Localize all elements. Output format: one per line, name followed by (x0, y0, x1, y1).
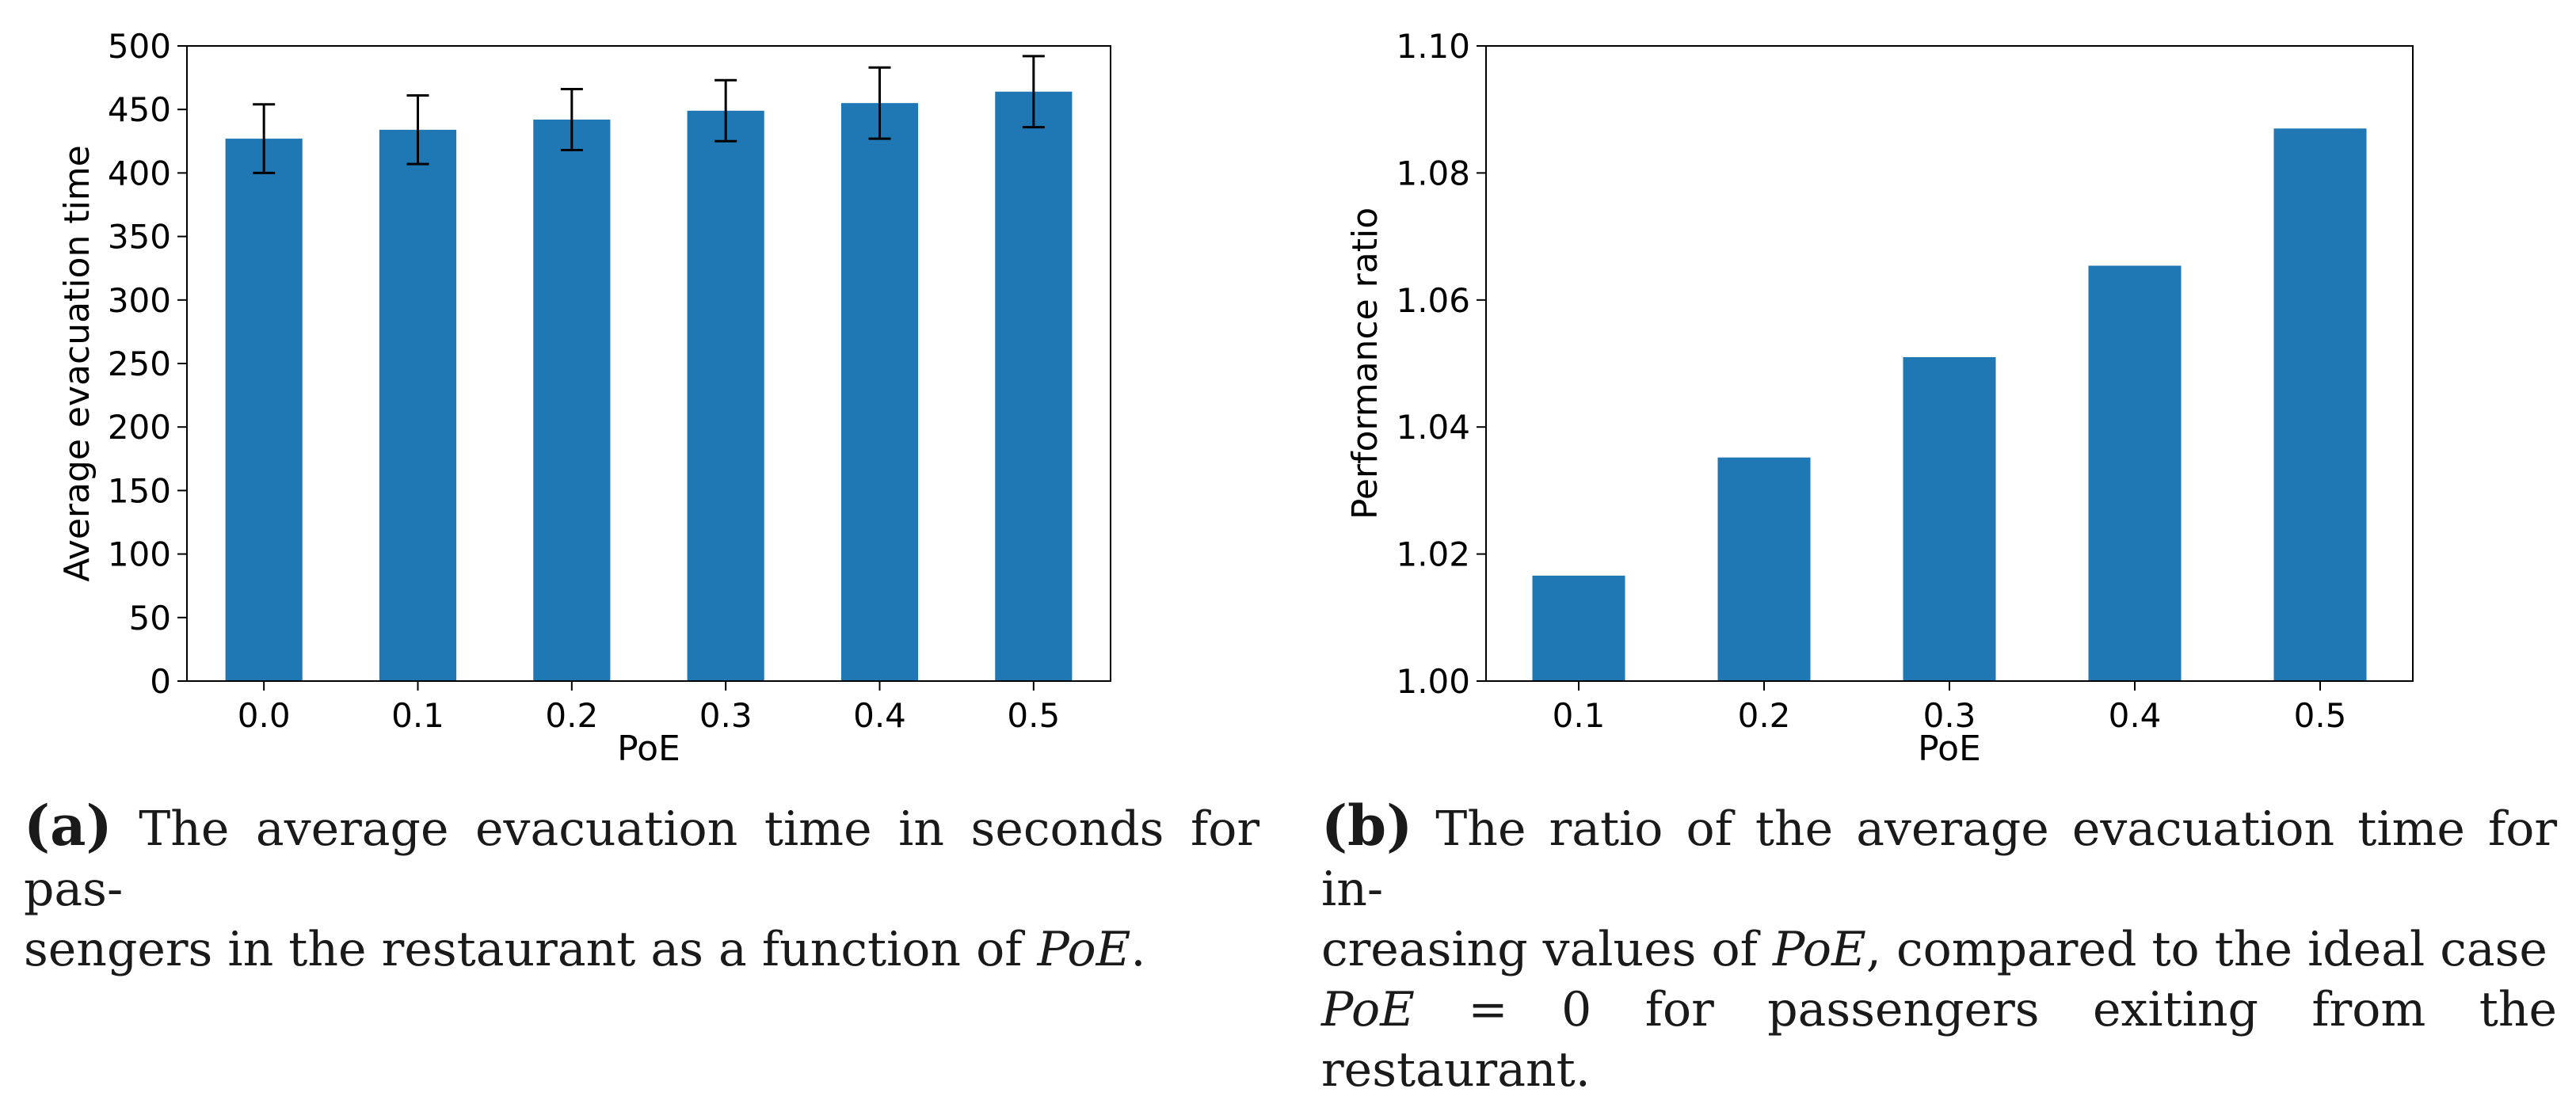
bar-b-0.4 (2088, 265, 2182, 681)
bar-a-0.4 (840, 103, 919, 681)
caption-a-line-2-end: . (1130, 922, 1146, 977)
y-tick-label-a-3: 150 (108, 471, 171, 510)
y-tick-label-b-2: 1.04 (1396, 408, 1470, 447)
y-tick-label-a-1: 50 (129, 599, 171, 638)
x-axis-label-a: PoE (617, 729, 680, 769)
bar-a-0.1 (379, 129, 457, 681)
caption-b-line-1: (b) The ratio of the average evacuation … (1321, 796, 2557, 919)
x-tick-label-a-0.1: 0.1 (391, 696, 444, 735)
caption-b-line-2-text: creasing values of (1321, 922, 1773, 977)
chart-a-evacuation-time: 0.0 0.1 0.2 0.3 0.4 0.5 0 50 100 150 200 250 300 350 4… (57, 27, 1111, 769)
caption-a-line-2: sengers in the restaurant as a function … (24, 919, 1259, 980)
y-tick-label-b-1: 1.02 (1396, 535, 1470, 574)
bar-b-0.5 (2273, 128, 2367, 681)
bar-b-0.3 (1903, 356, 1996, 681)
caption-a-line-1-text: The average evacuation time in seconds f… (24, 801, 1259, 917)
caption-b-line-2: creasing values of PoE, compared to the … (1321, 919, 2557, 980)
y-tick-label-a-8: 400 (108, 154, 171, 192)
figure: 0.0 0.1 0.2 0.3 0.4 0.5 0 50 100 150 200 250 300 350 4… (57, 27, 2414, 769)
x-tick-label-b-0.5: 0.5 (2294, 696, 2347, 735)
caption-a-line-1: (a) The average evacuation time in secon… (24, 796, 1259, 919)
y-tick-label-a-2: 100 (108, 535, 171, 574)
chart-b-performance-ratio: 0.1 0.2 0.3 0.4 0.5 1.00 1.02 1.04 1.06 1.08 1.10 P… (1345, 27, 2414, 769)
caption-b-line-1-text: The ratio of the average evacuation time… (1321, 801, 2557, 917)
y-axis-label-b: Performance ratio (1345, 207, 1385, 520)
y-tick-label-b-4: 1.08 (1396, 154, 1470, 192)
x-axis-label-b: PoE (1918, 729, 1981, 769)
caption-b-line-2-end: , compared to the ideal case (1865, 922, 2547, 977)
y-tick-label-a-6: 300 (108, 281, 171, 320)
bar-a-0.3 (687, 110, 764, 681)
bar-b-0.1 (1532, 575, 1625, 681)
caption-b: (b) The ratio of the average evacuation … (1321, 796, 2557, 1100)
caption-a: (a) The average evacuation time in secon… (24, 796, 1259, 980)
x-tick-label-a-0.4: 0.4 (853, 696, 906, 735)
y-tick-label-b-5: 1.10 (1396, 27, 1470, 66)
y-tick-label-a-9: 450 (108, 90, 171, 129)
y-tick-label-a-0: 0 (150, 662, 171, 701)
caption-a-label: (a) (24, 793, 112, 858)
bar-a-0.0 (225, 139, 303, 682)
y-tick-label-a-7: 350 (108, 218, 171, 257)
caption-a-line-2-text: sengers in the restaurant as a function … (24, 922, 1038, 977)
y-tick-label-b-0: 1.00 (1396, 662, 1470, 701)
bar-a-0.2 (533, 120, 611, 682)
caption-b-variable-2: PoE (1321, 982, 1415, 1037)
x-tick-label-a-0.5: 0.5 (1007, 696, 1060, 735)
x-tick-label-a-0.0: 0.0 (238, 696, 291, 735)
caption-b-equation: = 0 (1414, 982, 1592, 1037)
y-axis-label-a: Average evacuation time (57, 145, 97, 581)
bar-b-0.2 (1717, 457, 1811, 681)
x-tick-label-b-0.3: 0.3 (1923, 696, 1976, 735)
y-tick-label-a-4: 200 (108, 408, 171, 447)
caption-b-variable: PoE (1772, 922, 1866, 977)
caption-b-line-3: PoE = 0 for passengers exiting from the … (1321, 980, 2557, 1100)
caption-a-variable: PoE (1037, 922, 1131, 977)
x-tick-label-a-0.3: 0.3 (699, 696, 753, 735)
y-tick-label-a-10: 500 (108, 27, 171, 66)
bar-a-0.5 (995, 91, 1073, 681)
x-tick-label-b-0.4: 0.4 (2109, 696, 2162, 735)
plot-frame-a (186, 45, 1111, 682)
x-tick-label-a-0.2: 0.2 (545, 696, 598, 735)
x-tick-label-b-0.2: 0.2 (1738, 696, 1791, 735)
y-tick-label-b-3: 1.06 (1396, 281, 1470, 320)
caption-b-label: (b) (1321, 793, 1413, 858)
x-tick-label-b-0.1: 0.1 (1553, 696, 1606, 735)
plot-frame-b (1485, 45, 2414, 682)
y-tick-label-a-5: 250 (108, 344, 171, 383)
